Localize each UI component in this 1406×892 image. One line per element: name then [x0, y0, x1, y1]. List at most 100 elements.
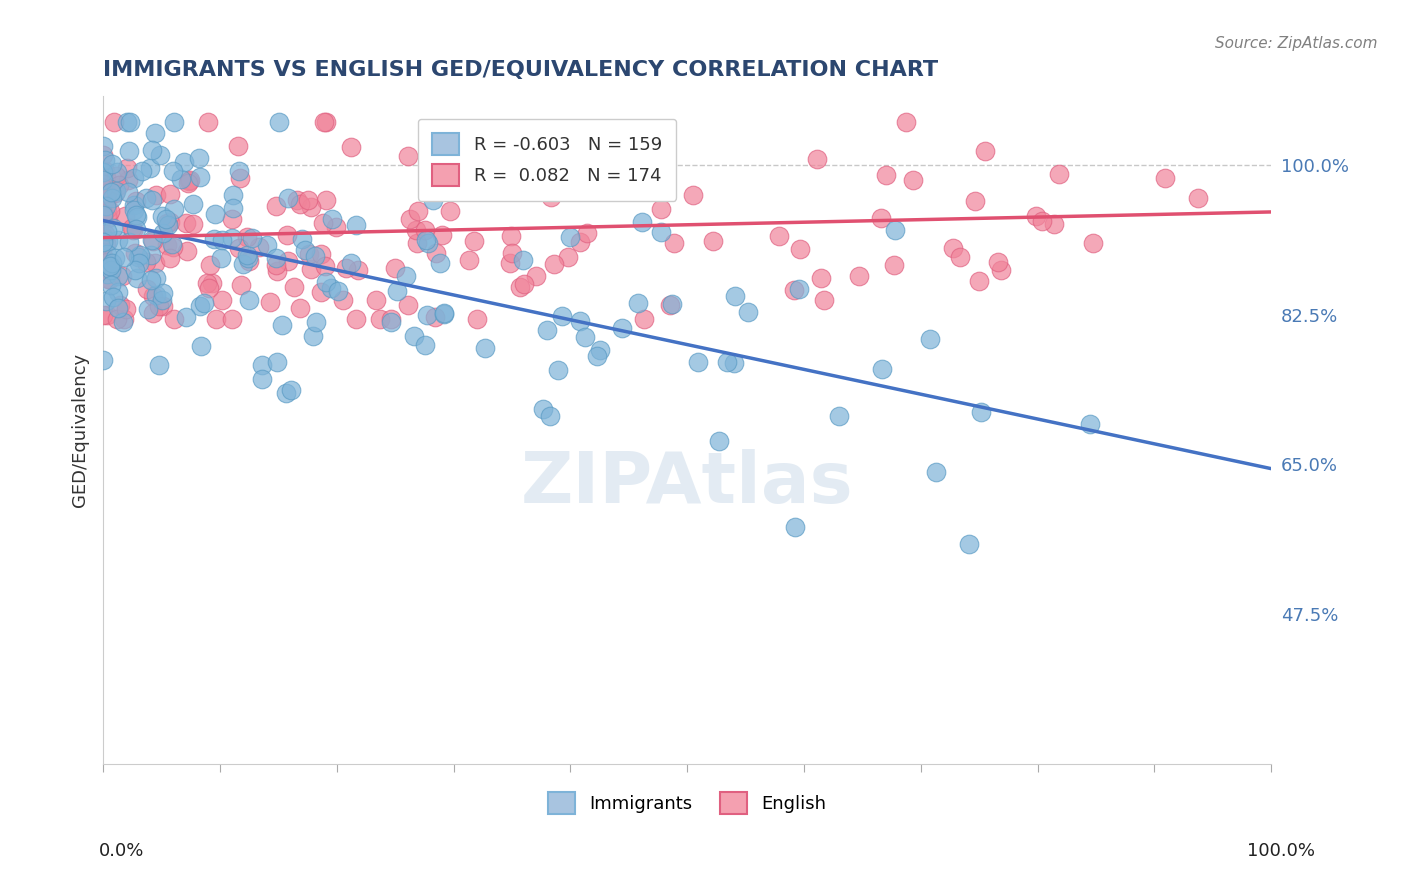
- Immigrants: [277, 191, 299, 205]
- Immigrants: [724, 289, 747, 303]
- Text: Source: ZipAtlas.com: Source: ZipAtlas.com: [1215, 36, 1378, 51]
- Immigrants: [416, 308, 439, 322]
- Immigrants: [124, 262, 146, 277]
- English: [94, 170, 117, 185]
- English: [93, 181, 115, 195]
- English: [264, 199, 287, 213]
- English: [987, 255, 1010, 269]
- Immigrants: [104, 184, 127, 198]
- English: [159, 251, 181, 265]
- English: [901, 172, 924, 186]
- English: [347, 263, 370, 277]
- Immigrants: [291, 231, 314, 245]
- English: [575, 226, 598, 240]
- English: [439, 204, 461, 219]
- English: [91, 148, 114, 162]
- English: [941, 241, 963, 255]
- Immigrants: [174, 310, 197, 325]
- English: [221, 312, 243, 326]
- Immigrants: [433, 307, 456, 321]
- Immigrants: [402, 328, 425, 343]
- English: [174, 217, 197, 231]
- English: [498, 256, 520, 270]
- Immigrants: [716, 355, 738, 369]
- Immigrants: [131, 164, 153, 178]
- English: [91, 249, 114, 263]
- English: [156, 237, 179, 252]
- English: [93, 231, 115, 245]
- English: [315, 115, 337, 129]
- Immigrants: [827, 409, 849, 423]
- English: [299, 261, 322, 276]
- English: [135, 255, 157, 269]
- English: [96, 261, 118, 276]
- English: [309, 246, 332, 260]
- Text: 100.0%: 100.0%: [1247, 842, 1315, 860]
- English: [340, 140, 363, 154]
- English: [659, 298, 682, 312]
- English: [682, 188, 704, 202]
- Immigrants: [787, 283, 810, 297]
- Immigrants: [274, 385, 297, 400]
- English: [297, 193, 319, 207]
- Immigrants: [568, 314, 591, 328]
- Immigrants: [315, 275, 337, 289]
- Immigrants: [221, 201, 243, 215]
- Immigrants: [416, 235, 439, 250]
- English: [266, 264, 288, 278]
- English: [142, 289, 165, 303]
- Immigrants: [238, 251, 260, 265]
- Immigrants: [280, 384, 302, 398]
- Immigrants: [139, 161, 162, 175]
- English: [117, 173, 139, 187]
- Immigrants: [188, 300, 211, 314]
- English: [606, 178, 628, 193]
- Immigrants: [128, 248, 150, 262]
- English: [91, 206, 114, 220]
- Immigrants: [103, 290, 125, 304]
- English: [94, 164, 117, 178]
- English: [96, 191, 118, 205]
- English: [211, 293, 233, 307]
- English: [1047, 168, 1070, 182]
- English: [108, 298, 131, 312]
- English: [406, 235, 429, 250]
- Immigrants: [222, 187, 245, 202]
- Immigrants: [918, 332, 941, 346]
- English: [662, 236, 685, 251]
- Immigrants: [429, 256, 451, 270]
- Immigrants: [531, 401, 554, 416]
- English: [229, 278, 252, 293]
- English: [315, 193, 337, 207]
- Immigrants: [91, 173, 114, 187]
- English: [283, 280, 305, 294]
- English: [1043, 218, 1066, 232]
- Immigrants: [193, 295, 215, 310]
- Immigrants: [94, 294, 117, 309]
- English: [813, 293, 835, 307]
- Text: IMMIGRANTS VS ENGLISH GED/EQUIVALENCY CORRELATION CHART: IMMIGRANTS VS ENGLISH GED/EQUIVALENCY CO…: [103, 60, 938, 79]
- English: [145, 188, 167, 202]
- Immigrants: [344, 218, 367, 232]
- Immigrants: [190, 339, 212, 353]
- Immigrants: [574, 329, 596, 343]
- English: [195, 276, 218, 290]
- English: [974, 145, 997, 159]
- Immigrants: [228, 164, 250, 178]
- Immigrants: [187, 151, 209, 165]
- English: [848, 269, 870, 284]
- Immigrants: [211, 233, 233, 247]
- English: [965, 194, 987, 209]
- English: [783, 283, 806, 297]
- Immigrants: [957, 536, 980, 550]
- English: [181, 217, 204, 231]
- English: [702, 234, 724, 248]
- Immigrants: [118, 145, 141, 159]
- English: [91, 231, 114, 245]
- English: [176, 244, 198, 258]
- English: [501, 245, 523, 260]
- English: [264, 259, 287, 273]
- English: [1081, 235, 1104, 250]
- English: [398, 211, 420, 226]
- English: [463, 234, 485, 248]
